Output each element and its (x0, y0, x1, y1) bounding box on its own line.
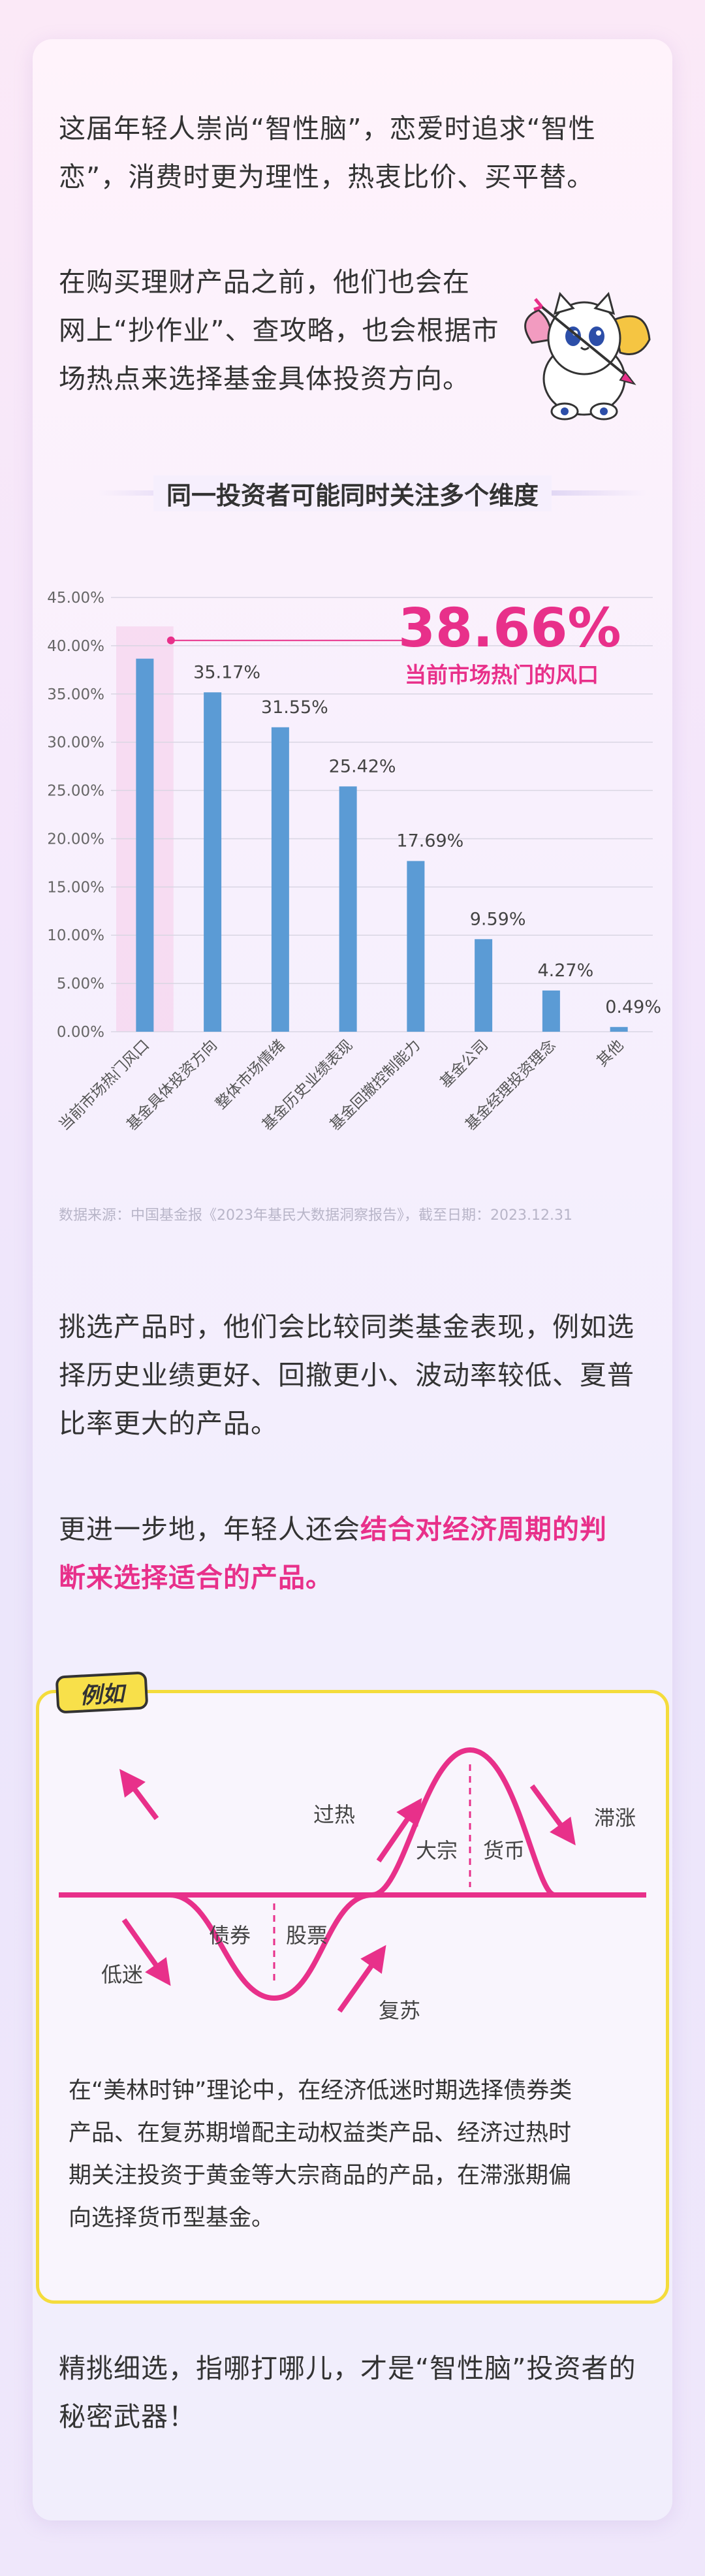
y-tick-label: 30.00% (47, 735, 104, 752)
cupid-cat-mascot-illustration (524, 291, 651, 421)
x-category-label: 其他 (593, 1037, 627, 1070)
cycle-wave (169, 1747, 556, 2001)
body-line: 更进一步地，年轻人还会结合对经济周期的判 (59, 1505, 646, 1553)
y-tick-label: 10.00% (47, 927, 104, 944)
y-tick-label: 35.00% (47, 686, 104, 703)
bar-value-label: 17.69% (396, 831, 463, 851)
label-overheat: 过热 (313, 1802, 355, 1827)
y-tick-label: 40.00% (47, 638, 104, 655)
recession-arrow (121, 1918, 171, 1986)
highlight-value: 38.66% (398, 597, 621, 660)
stagflation-arrow (529, 1784, 576, 1846)
bar-chart: 0.00% 5.00% 10.00% 15.00% 20.00% 25.00% 30.00%… (47, 590, 661, 1134)
bar-value-label: 25.42% (329, 756, 396, 776)
body-paragraph-4: 更进一步地，年轻人还会结合对经济周期的判 断来选择适合的产品。 (59, 1505, 646, 1602)
body-line: 择历史业绩更好、回撤更小、波动率较低、夏普 (59, 1360, 634, 1391)
label-commodities: 大宗 (416, 1838, 458, 1863)
intro-line: 在购买理财产品之前，他们也会在 (59, 266, 470, 298)
y-tick-label: 20.00% (47, 831, 104, 848)
example-tag: 例如 (55, 1671, 149, 1714)
body-line: 比率更大的产品。 (59, 1408, 278, 1439)
example-explanation: 在“美林时钟”理论中，在经济低迷时期选择债券类 产品、在复苏期增配主动权益类产品… (69, 2070, 643, 2240)
y-tick-label: 15.00% (47, 879, 104, 896)
example-line: 在“美林时钟”理论中，在经济低迷时期选择债券类 (69, 2078, 572, 2104)
bar (542, 990, 560, 1032)
outro-line: 精挑细选，指哪打哪儿，才是“智性脑”投资者的 (59, 2353, 636, 2384)
example-line: 期关注投资于黄金等大宗商品的产品，在滞涨期偏 (69, 2163, 572, 2189)
chart-title-wrap: 同一投资者可能同时关注多个维度 (59, 470, 646, 516)
intro-paragraph-2: 在购买理财产品之前，他们也会在 网上“抄作业”、查攻略，也会根据市 场热点来选择… (59, 258, 516, 403)
label-stocks: 股票 (286, 1923, 328, 1948)
bar-value-label: 9.59% (470, 909, 526, 929)
bar-value-label: 35.17% (193, 662, 260, 682)
label-recovery: 复苏 (379, 1998, 420, 2023)
outro-paragraph: 精挑细选，指哪打哪儿，才是“智性脑”投资者的 秘密武器！ (59, 2344, 646, 2441)
highlight-line: 断来选择适合的产品。 (59, 1562, 333, 1593)
bar (136, 658, 154, 1032)
bar (610, 1026, 628, 1032)
body-text: 更进一步地，年轻人还会 (59, 1514, 360, 1545)
label-stagflation: 滞涨 (594, 1805, 636, 1830)
label-bonds: 债券 (209, 1923, 251, 1948)
data-source-note: 数据来源：中国基金报《2023年基民大数据洞察报告》，截至日期：2023.12.… (59, 1207, 572, 1224)
rising-arrow-top (376, 1798, 422, 1863)
body-line: 挑选产品时，他们会比较同类基金表现，例如选 (59, 1311, 634, 1343)
bar (475, 939, 493, 1032)
outro-line: 秘密武器！ (59, 2401, 196, 2432)
intro-line: 场热点来选择基金具体投资方向。 (59, 363, 470, 394)
recovery-arrow (337, 1945, 386, 2013)
bar (204, 692, 222, 1032)
y-tick-label: 45.00% (47, 590, 104, 607)
label-cash: 货币 (483, 1838, 525, 1863)
y-tick-label: 0.00% (57, 1024, 104, 1041)
overheat-arrow (119, 1769, 159, 1821)
bar (407, 861, 425, 1032)
y-tick-label: 5.00% (57, 976, 104, 993)
intro-line: 这届年轻人崇尚“智性脑”，恋爱时追求“智性 (59, 113, 596, 144)
x-category-label: 整体市场情绪 (213, 1037, 289, 1113)
highlight-label: 当前市场热门的风口 (405, 662, 599, 688)
merrill-lynch-clock-diagram: 过热 滞涨 低迷 复苏 债券 股票 大宗 货币 (59, 1747, 646, 2023)
x-category-label: 基金公司 (437, 1037, 491, 1091)
bar-value-label: 4.27% (537, 961, 593, 981)
bar (339, 786, 357, 1032)
body-paragraph-3: 挑选产品时，他们会比较同类基金表现，例如选 择历史业绩更好、回撤更小、波动率较低… (59, 1303, 646, 1448)
highlight-text: 结合对经济周期的判 (360, 1514, 607, 1545)
intro-line: 网上“抄作业”、查攻略，也会根据市 (59, 315, 499, 346)
bar (271, 727, 289, 1032)
example-line: 向选择货币型基金。 (69, 2205, 275, 2231)
intro-paragraph-1: 这届年轻人崇尚“智性脑”，恋爱时追求“智性 恋”，消费时更为理性，热衷比价、买平… (59, 104, 646, 201)
chart-title: 同一投资者可能同时关注多个维度 (153, 475, 552, 511)
label-recession: 低迷 (101, 1962, 143, 1987)
y-tick-label: 25.00% (47, 783, 104, 800)
example-line: 产品、在复苏期增配主动权益类产品、经济过热时 (69, 2120, 572, 2146)
bar-value-label: 0.49% (605, 997, 661, 1017)
bar-value-label: 31.55% (261, 697, 328, 718)
intro-line: 恋”，消费时更为理性，热衷比价、买平替。 (59, 161, 595, 193)
